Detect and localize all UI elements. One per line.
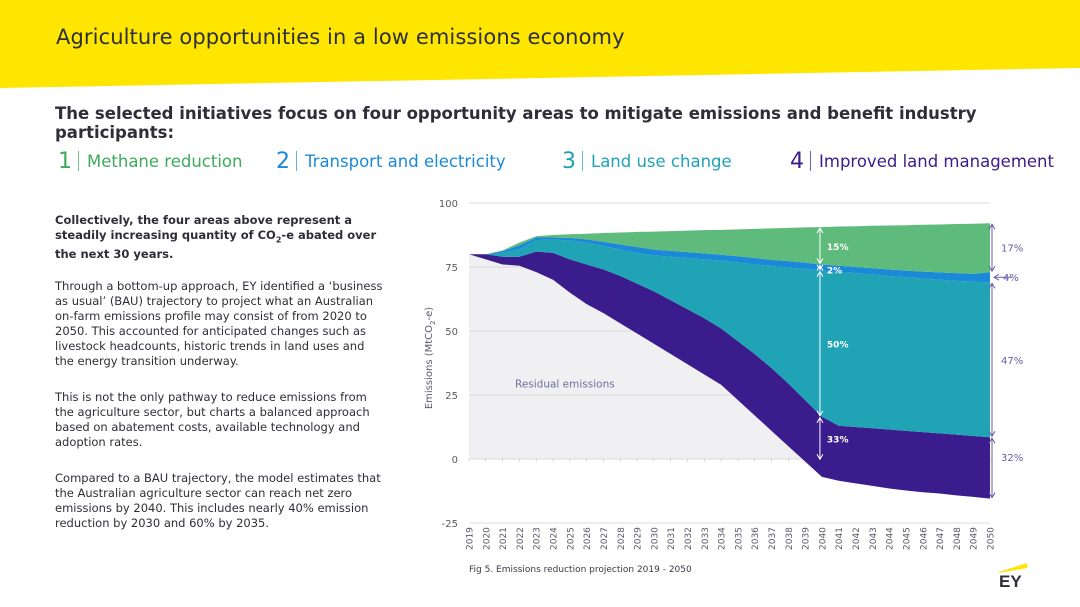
x-tick-label: 2034	[718, 527, 728, 550]
area-separator	[582, 151, 583, 171]
residual-emissions-area	[469, 254, 990, 459]
y-tick-label: 0	[452, 455, 458, 466]
x-tick-label: 2039	[802, 527, 812, 550]
x-tick-label: 2029	[634, 527, 644, 550]
x-tick-label: 2023	[533, 527, 543, 550]
x-tick-label: 2021	[499, 527, 509, 550]
x-tick-label: 2031	[667, 527, 677, 550]
y-tick-label: 100	[439, 199, 458, 210]
arrow-2040-head	[816, 264, 824, 271]
y-tick-label: 50	[445, 327, 458, 338]
band-improved-land-management	[469, 251, 990, 499]
opportunity-area-land-management: 4 Improved land management	[790, 148, 1054, 174]
share-label-2040: 15%	[827, 243, 849, 253]
x-tick-label: 2035	[734, 527, 744, 550]
subscript: 2	[275, 235, 282, 245]
page-title: Agriculture opportunities in a low emiss…	[56, 25, 625, 49]
x-tick-label: 2044	[886, 527, 896, 550]
band-methane-reduction	[469, 223, 990, 274]
arrow-2050-tail	[988, 492, 996, 499]
arrow-2050-head	[988, 282, 996, 289]
x-tick-label: 2028	[617, 527, 627, 550]
paragraph-approach: Through a bottom-up approach, EY identif…	[55, 279, 383, 368]
emissions-chart: -25 0 25 50 75 100 2019 2020 2021 2022 2023 2024 202…	[424, 199, 1023, 550]
arrow-2040-tail	[816, 258, 824, 265]
paragraph-net-zero: Compared to a BAU trajectory, the model …	[55, 471, 381, 530]
arrow-2050-tail	[988, 430, 996, 438]
share-label-2040: 2%	[827, 267, 842, 277]
residual-emissions-label: Residual emissions	[515, 378, 615, 390]
area-separator	[810, 151, 811, 171]
paragraph-text: Collectively, the four areas above repre…	[55, 213, 353, 242]
x-tick-label: 2048	[953, 527, 963, 550]
x-tick-label: 2025	[566, 527, 576, 550]
area-label: Transport and electricity	[305, 151, 506, 171]
pointer-4pct-head	[993, 273, 1000, 281]
area-separator	[296, 151, 297, 171]
y-axis-label: Emissions (MtCO2-e)	[424, 307, 437, 409]
y-tick-label: 75	[445, 263, 458, 274]
x-tick-label: 2047	[936, 527, 946, 550]
area-label: Methane reduction	[87, 151, 243, 171]
x-tick-label: 2041	[835, 527, 845, 550]
y-tick-label: -25	[442, 519, 458, 530]
arrow-2040-head	[816, 227, 824, 234]
x-tick-label: 2030	[650, 527, 660, 550]
y-tick-label: 25	[445, 391, 458, 402]
arrow-2040-tail	[816, 454, 824, 461]
arrow-2050-head	[988, 437, 996, 444]
x-tick-label: 2026	[583, 527, 593, 550]
area-number: 4	[790, 148, 804, 174]
x-tick-label: 2019	[466, 527, 476, 550]
area-label: Improved land management	[819, 151, 1054, 171]
header-band	[0, 0, 1080, 88]
x-tick-label: 2045	[902, 527, 912, 550]
band-land-use-change	[469, 239, 990, 438]
intro-text: The selected initiatives focus on four o…	[55, 104, 977, 142]
share-label-2050: 17%	[1001, 244, 1023, 255]
area-number: 2	[276, 148, 290, 174]
arrow-2050-head	[988, 223, 996, 230]
paragraph-pathway: This is not the only pathway to reduce e…	[55, 390, 370, 449]
x-tick-label: 2046	[919, 527, 929, 550]
x-tick-label: 2020	[482, 527, 492, 550]
x-tick-label: 2022	[516, 527, 526, 550]
x-tick-label: 2037	[768, 527, 778, 550]
opportunity-area-transport: 2 Transport and electricity	[276, 148, 506, 174]
share-label-2040: 50%	[827, 341, 849, 351]
x-tick-label: 2024	[550, 527, 560, 550]
figure-caption: Fig 5. Emissions reduction projection 20…	[469, 565, 692, 575]
opportunity-area-land-use: 3 Land use change	[562, 148, 732, 174]
opportunity-area-methane: 1 Methane reduction	[58, 148, 242, 174]
x-tick-label: 2032	[684, 527, 694, 550]
x-tick-label: 2033	[701, 527, 711, 550]
x-tick-label: 2049	[970, 527, 980, 550]
share-label-2040: 33%	[827, 436, 849, 446]
x-tick-label: 2040	[818, 527, 828, 550]
share-label-2050: 47%	[1001, 356, 1023, 367]
arrow-2040-tail	[816, 410, 824, 417]
x-tick-label: 2050	[987, 527, 997, 550]
share-label-2050: 32%	[1001, 453, 1023, 464]
x-tick-label: 2036	[751, 527, 761, 550]
arrow-2040-tail	[816, 264, 824, 271]
x-tick-label: 2027	[600, 527, 610, 550]
paragraph-summary: Collectively, the four areas above repre…	[55, 213, 385, 262]
paragraph-text: -e abated over the next 30 years.	[55, 228, 377, 262]
ey-logo: EY	[999, 563, 1027, 590]
arrow-2050-tail	[988, 265, 996, 273]
svg-text:EY: EY	[999, 572, 1022, 590]
x-tick-label: 2038	[785, 527, 795, 550]
area-separator	[78, 151, 79, 171]
area-number: 3	[562, 148, 576, 174]
area-label: Land use change	[591, 151, 732, 171]
share-label-2050: 4%	[1003, 273, 1019, 284]
arrow-2040-head	[816, 416, 824, 424]
band-transport-electricity	[469, 237, 990, 283]
area-number: 1	[58, 148, 72, 174]
x-tick-label: 2043	[869, 527, 879, 550]
arrow-2040-head	[816, 270, 824, 277]
x-tick-label: 2042	[852, 527, 862, 550]
